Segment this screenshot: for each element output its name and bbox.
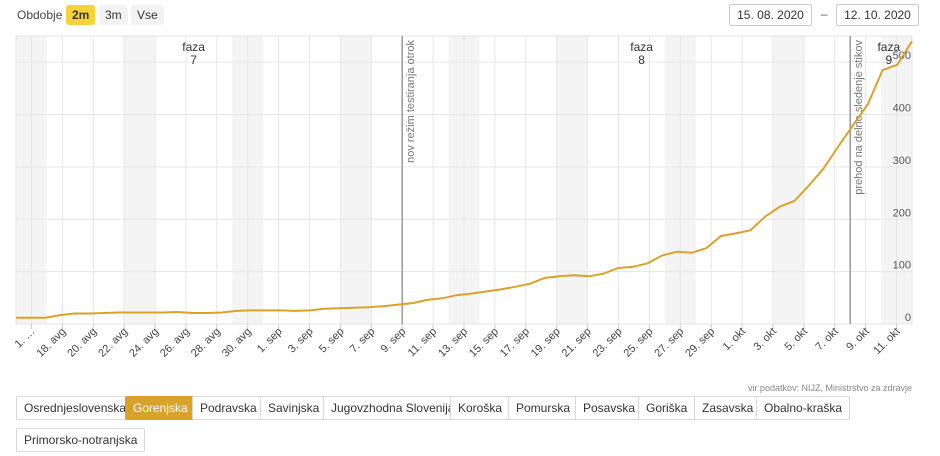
x-tick-label: 25. sep [621,326,655,360]
phase-number: 9 [885,53,892,67]
x-tick-label: 9. okt [844,326,872,354]
date-to-input[interactable] [836,4,919,26]
region-primorsko-notranjska-button[interactable]: Primorsko-notranjska [16,428,146,452]
x-tick-label: 30. avg [220,326,254,360]
date-from-input[interactable] [729,4,812,26]
x-tick-label: 18. avg [34,326,68,360]
region-zasavska-button[interactable]: Zasavska [694,396,762,420]
weekend-band [340,36,372,324]
region-jugovzhodna-slovenija-button[interactable]: Jugovzhodna Slovenija [323,396,463,420]
x-tick-label: 11. sep [406,326,439,359]
x-tick-label: 26. avg [158,326,192,360]
x-tick-label: 27. sep [652,326,686,360]
annotation-lines: nov režim testiranja otrok prehod na deln… [401,36,865,324]
x-tick-label: 15. sep [467,326,501,360]
y-tick-label: 100 [893,260,911,272]
region-koroska-button[interactable]: Koroška [450,396,511,420]
cases-line-chart: nov režim testiranja otrok prehod na deln… [13,35,913,360]
phase-name: faza [877,40,900,54]
x-tick-label: 19. sep [529,326,563,360]
period-selector: Obdobje 2m 3m Vse – [0,0,940,32]
x-tick-label: 5. sep [317,326,347,356]
x-tick-label: 24. avg [127,326,161,360]
y-tick-label: 200 [893,207,911,219]
weekend-band [124,36,156,324]
region-osrednjeslovenska-button[interactable]: Osrednjeslovenska [16,396,135,420]
region-savinjska-button[interactable]: Savinjska [260,396,328,420]
region-pomurska-button[interactable]: Pomurska [508,396,579,420]
phase-number: 8 [638,53,645,67]
weekend-band [556,36,588,324]
x-tick-label: 1. sep [255,326,285,356]
region-podravska-button[interactable]: Podravska [192,396,265,420]
x-tick-label: 9. sep [379,326,409,356]
series-line[interactable] [16,40,913,319]
y-tick-label: 0 [905,312,911,324]
range-2m-button[interactable]: 2m [66,5,96,25]
y-tick-label: 300 [893,155,911,167]
range-3m-button[interactable]: 3m [99,5,128,25]
x-tick-label: 23. sep [591,326,625,360]
x-tick-label: 20. avg [65,326,99,360]
x-tick-label: 29. sep [683,326,717,360]
data-source: vir podatkov: NIJZ, Ministrstvo za zdrav… [747,383,912,393]
x-tick-label: 7. okt [813,326,841,354]
region-gorenjska-button[interactable]: Gorenjska [125,396,196,420]
x-tick-label: 22. avg [96,326,130,360]
region-obalno-kraska-button[interactable]: Obalno-kraška [756,396,851,420]
x-tick-label: 13. sep [436,326,470,360]
phase-name: faza [630,40,653,54]
phase-name: faza [182,40,205,54]
period-label: Obdobje [17,8,63,22]
annotation-line-label: nov režim testiranja otrok [405,40,417,163]
x-tick-label: 3. sep [286,326,316,356]
x-tick-label: 1. okt [721,326,749,354]
date-separator: – [821,7,828,21]
x-tick-label: 21. sep [560,326,594,360]
x-tick-label: 1. … [13,326,38,351]
phase-number: 7 [190,53,197,67]
region-goriska-button[interactable]: Goriška [638,396,696,420]
x-tick-label: 5. okt [782,326,810,354]
x-tick-label: 11. okt [871,326,902,357]
x-tick-label: 28. avg [189,326,223,360]
weekend-band [772,36,804,324]
y-tick-label: 400 [893,103,911,115]
x-tick-label: 17. sep [498,326,532,360]
range-all-button[interactable]: Vse [131,5,164,25]
x-tick-label: 7. sep [348,326,378,356]
x-tick-label: 3. okt [752,326,780,354]
region-posavska-button[interactable]: Posavska [575,396,644,420]
